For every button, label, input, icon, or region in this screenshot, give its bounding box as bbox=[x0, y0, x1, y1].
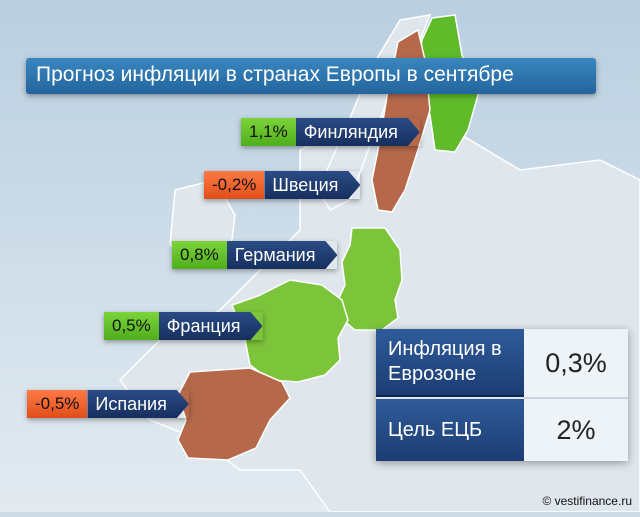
label-germany: 0,8% Германия bbox=[172, 241, 337, 269]
map-spain bbox=[177, 367, 291, 461]
map-france bbox=[231, 279, 349, 383]
eurozone-inflation-value: 0,3% bbox=[524, 329, 628, 399]
label-france: 0,5% Франция bbox=[104, 312, 263, 340]
source-credit: © vestifinance.ru bbox=[542, 494, 632, 508]
ecb-target-label: Цель ЕЦБ bbox=[376, 399, 524, 461]
label-spain: -0,5% Испания bbox=[27, 390, 189, 418]
sweden-value: -0,2% bbox=[204, 171, 265, 199]
title-bar: Прогноз инфляции в странах Европы в сент… bbox=[26, 58, 596, 94]
france-name: Франция bbox=[159, 312, 263, 340]
spain-name: Испания bbox=[87, 390, 188, 418]
ecb-target-value: 2% bbox=[524, 399, 628, 461]
chart-title: Прогноз инфляции в странах Европы в сент… bbox=[36, 63, 514, 86]
label-finland: 1,1% Финляндия bbox=[241, 118, 420, 146]
finland-name: Финляндия bbox=[296, 118, 420, 146]
spain-value: -0,5% bbox=[27, 390, 88, 418]
map-germany bbox=[337, 227, 403, 331]
finland-value: 1,1% bbox=[241, 118, 296, 146]
germany-value: 0,8% bbox=[172, 241, 227, 269]
eurozone-box: Инфляция в Еврозоне 0,3% Цель ЕЦБ 2% bbox=[376, 329, 628, 461]
sweden-name: Швеция bbox=[264, 171, 360, 199]
germany-name: Германия bbox=[227, 241, 338, 269]
label-sweden: -0,2% Швеция bbox=[204, 171, 360, 199]
eurozone-inflation-label: Инфляция в Еврозоне bbox=[376, 329, 524, 397]
france-value: 0,5% bbox=[104, 312, 159, 340]
